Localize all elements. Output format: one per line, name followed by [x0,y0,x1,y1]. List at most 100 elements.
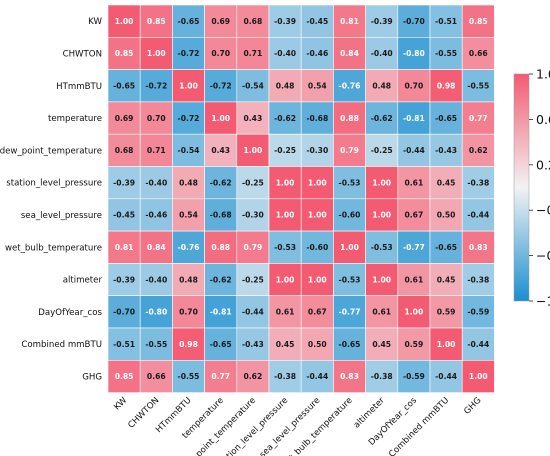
heatmap-cell [139,263,173,296]
cell-value-label: 0.62 [469,146,488,155]
cell-value-label: -0.38 [274,372,296,381]
cell-value-label: -0.62 [371,114,393,123]
heatmap-cell [397,359,431,393]
cell-value-label: 0.84 [147,243,166,252]
heatmap-cell [204,295,238,329]
cell-value-label: 0.54 [179,211,198,220]
cell-value-label: -0.40 [274,49,296,58]
heatmap-cell [461,69,495,103]
cell-value-label: -0.53 [339,178,361,187]
cell-value-label: -0.80 [145,308,167,317]
cell-value-label: 0.45 [437,275,456,284]
cell-value-label: -0.72 [178,49,200,58]
cell-value-label: -0.72 [145,81,167,90]
heatmap-cell [461,166,495,200]
heatmap-cell [236,133,270,167]
heatmap-cell [429,327,463,361]
cell-value-label: -0.39 [113,178,135,187]
cell-value-label: 0.83 [340,372,359,381]
heatmap-cell [236,69,270,103]
cell-value-label: 1.00 [244,146,263,155]
cell-value-label: -0.30 [242,211,264,220]
heatmap-cell [365,166,399,200]
heatmap-cell [300,133,334,167]
heatmap-cell [461,359,495,393]
heatmap-cell [461,327,495,361]
heatmap-cell [139,4,173,38]
cell-value-label: -0.38 [467,178,489,187]
heatmap-cell [236,36,270,70]
cell-value-label: -0.62 [274,114,296,123]
cell-value-label: -0.60 [339,211,361,220]
cell-value-label: 0.71 [147,146,166,155]
cell-value-label: 0.88 [211,243,230,252]
heatmap-cell [333,263,366,296]
heatmap-cell [172,101,205,135]
cell-value-label: 0.85 [469,17,488,26]
heatmap-cell [429,36,463,70]
cell-value-label: 1.00 [308,211,327,220]
cell-value-label: -0.62 [210,275,232,284]
heatmap-cell [204,230,238,264]
heatmap-cell [268,327,302,361]
cell-value-label: -0.72 [178,114,200,123]
heatmap-cell [397,295,431,329]
heatmap-cell [429,198,463,232]
heatmap-cell [333,166,366,200]
cell-value-label: -0.68 [306,114,328,123]
cell-value-label: 0.81 [340,17,359,26]
cell-value-label: 0.66 [469,49,488,58]
cell-value-label: -0.30 [306,146,328,155]
cell-value-label: 0.70 [179,308,198,317]
row-label: station_level_pressure [6,179,102,189]
column-labels: KWCHWTONHTmmBTUtemperaturedew_point_temp… [112,395,483,456]
cell-value-label: 0.79 [244,243,263,252]
cell-value-label: 0.54 [308,81,327,90]
cell-value-label: -0.44 [435,372,457,381]
heatmap-cell [300,101,334,135]
cell-value-label: -0.55 [178,372,200,381]
cell-value-label: 0.50 [308,340,327,349]
heatmap-cell [397,101,431,135]
heatmap-cell [365,198,399,232]
heatmap-cell [397,36,431,70]
cell-value-label: 1.00 [308,275,327,284]
cell-value-label: 0.48 [276,81,295,90]
cell-value-label: -0.65 [435,243,457,252]
heatmap-cell [107,263,141,296]
cell-value-label: -0.65 [178,17,200,26]
heatmap-cell [429,359,463,393]
row-label: Combined mmBTU [21,340,102,350]
column-label: GHG [462,396,483,417]
heatmap-cell [172,133,205,167]
cell-value-label: 0.45 [437,178,456,187]
heatmap-cell [172,327,205,361]
cell-value-label: -0.45 [113,211,135,220]
cell-value-label: -0.59 [467,308,489,317]
cell-value-label: 0.83 [469,243,488,252]
cell-value-label: 0.59 [437,308,456,317]
cell-value-label: -0.39 [371,17,393,26]
cell-value-label: 0.88 [340,114,359,123]
heatmap-cell [397,166,431,200]
cell-value-label: 1.00 [469,372,488,381]
heatmap-cell [268,359,302,393]
cell-value-label: 0.43 [244,114,263,123]
cell-value-label: 0.50 [437,211,456,220]
cell-value-label: 0.70 [147,114,166,123]
heatmap-cell [397,4,431,38]
heatmap-cell [268,4,302,38]
heatmap-cell [204,69,238,103]
heatmap-cell [365,101,399,135]
cell-value-label: 1.00 [276,178,295,187]
row-label: CHWTON [63,49,102,59]
cell-value-label: -0.46 [306,49,328,58]
cell-value-label: 0.68 [244,17,263,26]
heatmap-cell [139,198,173,232]
cell-value-label: -0.25 [242,178,264,187]
heatmap-cell [300,263,334,296]
cell-value-label: -0.44 [403,146,425,155]
heatmap-cell [139,133,173,167]
heatmap-cell [461,198,495,232]
